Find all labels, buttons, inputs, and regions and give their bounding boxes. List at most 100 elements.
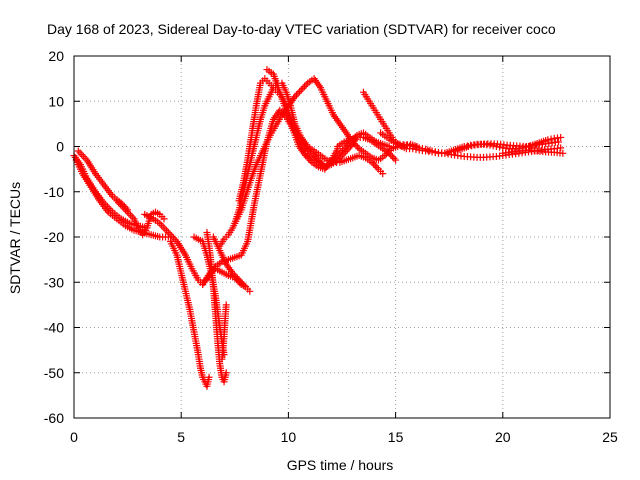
data-point (299, 84, 307, 92)
series-arc-5 (141, 210, 250, 291)
series-arc-11 (199, 106, 361, 289)
data-point (371, 162, 379, 170)
x-tick-label: 25 (602, 429, 618, 445)
chart-title: Day 168 of 2023, Sidereal Day-to-day VTE… (47, 21, 556, 37)
data-point (441, 149, 449, 157)
data-point (340, 145, 348, 153)
data-point (388, 153, 396, 161)
series-arc-15 (263, 66, 342, 173)
x-tick-label: 5 (177, 429, 185, 445)
data-point (79, 152, 87, 160)
x-tick-label: 10 (281, 429, 297, 445)
data-point (222, 301, 230, 309)
data-point (428, 147, 436, 155)
data-point (294, 89, 302, 97)
y-axis-label: SDTVAR / TECUs (7, 182, 23, 294)
data-point (406, 142, 414, 150)
data-point (302, 81, 310, 89)
data-point (339, 146, 347, 154)
data-point (237, 278, 245, 286)
data-point (232, 273, 240, 281)
x-tick-labels: 0 5 10 15 20 25 (70, 429, 618, 445)
data-point (342, 143, 350, 151)
data-point (78, 151, 86, 159)
data-point (76, 149, 84, 157)
data-point (412, 143, 420, 151)
data-point (306, 157, 314, 165)
data-point (238, 279, 246, 287)
data-point (303, 153, 311, 161)
series-arc-4 (113, 197, 168, 239)
data-point (368, 158, 376, 166)
x-tick-label: 15 (388, 429, 404, 445)
data-point (379, 170, 387, 178)
series-arc-9 (218, 301, 230, 363)
x-axis-label: GPS time / hours (287, 457, 394, 473)
data-point (431, 148, 439, 156)
data-point (557, 133, 565, 141)
y-tick-label: -30 (44, 274, 64, 290)
data-point (205, 373, 213, 381)
y-tick-label: -10 (44, 184, 64, 200)
data-point (337, 148, 345, 156)
data-point (392, 156, 400, 164)
x-tick-label: 0 (70, 429, 78, 445)
data-point (297, 86, 305, 94)
data-point (370, 160, 378, 168)
y-tick-label: 10 (48, 93, 64, 109)
data-point (409, 143, 417, 150)
series-arc-2 (74, 147, 132, 214)
data-point (557, 144, 565, 152)
series-arc-3 (72, 156, 172, 241)
y-tick-label: 20 (48, 48, 64, 64)
series-arc-6 (166, 238, 213, 390)
data-point (159, 223, 167, 231)
data-point (305, 155, 313, 163)
y-tick-label: -20 (44, 229, 64, 245)
data-point (373, 163, 381, 171)
y-tick-label: -40 (44, 320, 64, 336)
data-point (168, 232, 176, 240)
x-tick-label: 20 (495, 429, 511, 445)
data-point (235, 276, 243, 284)
data-point (352, 141, 360, 149)
data-point (464, 143, 472, 150)
data-point (302, 152, 310, 160)
data-point (74, 147, 82, 155)
data-point (292, 91, 300, 99)
data-layer (70, 66, 567, 390)
data-point (343, 141, 351, 149)
data-point (387, 151, 395, 159)
data-point (222, 369, 230, 377)
data-point (296, 88, 304, 96)
data-point (390, 154, 398, 162)
y-tick-labels: -60 -50 -40 -30 -20 -10 0 10 20 (44, 48, 64, 426)
data-point (233, 274, 241, 282)
data-point (555, 138, 563, 146)
data-point (246, 287, 254, 295)
data-point (559, 149, 567, 157)
data-point (544, 136, 552, 144)
data-point (385, 149, 393, 157)
data-point (547, 135, 555, 143)
data-point (354, 143, 362, 151)
ticks-layer (73, 55, 611, 419)
y-tick-label: -60 (44, 410, 64, 426)
y-tick-label: 0 (56, 139, 64, 155)
y-tick-label: -50 (44, 365, 64, 381)
data-point (300, 83, 308, 91)
data-point (291, 93, 299, 101)
data-point (240, 281, 248, 289)
data-point (385, 143, 393, 150)
data-point (444, 150, 452, 158)
data-point (229, 269, 237, 277)
series-arc-19 (452, 138, 563, 155)
series-arc-20 (499, 146, 567, 157)
data-point (468, 142, 476, 150)
data-point (415, 144, 423, 152)
data-point (418, 145, 426, 153)
data-point (160, 215, 168, 223)
series-arc-16 (334, 133, 400, 164)
data-point (161, 225, 169, 233)
